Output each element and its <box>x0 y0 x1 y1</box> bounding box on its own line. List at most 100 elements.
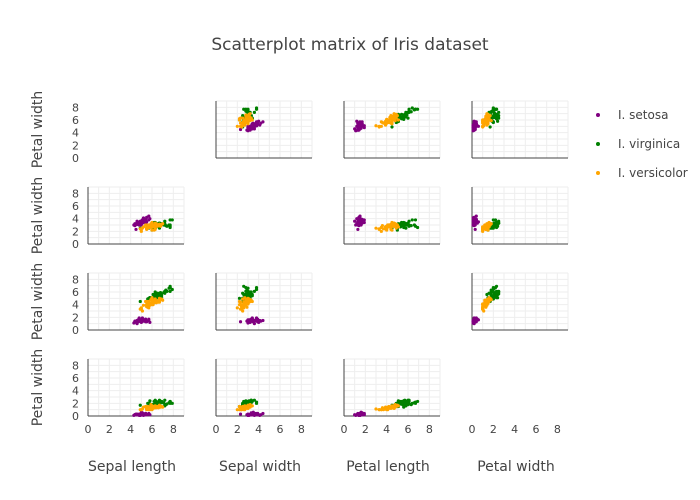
data-point-series-1 <box>147 317 151 321</box>
data-point-series-2 <box>410 401 414 405</box>
data-point-series-1 <box>142 413 147 417</box>
data-point-series-2 <box>497 292 501 296</box>
data-point-series-2 <box>165 402 169 406</box>
data-point-series-1 <box>472 319 476 323</box>
data-point-series-2 <box>168 399 172 404</box>
data-point-series-2 <box>494 220 499 225</box>
data-point-series-2 <box>165 224 169 228</box>
x-tick-label: 6 <box>533 423 540 436</box>
data-point-series-1 <box>357 127 361 131</box>
data-point-series-3 <box>482 124 486 128</box>
y-tick-label: 6 <box>72 200 79 213</box>
data-point-series-2 <box>244 109 248 113</box>
y-tick-label: 2 <box>72 225 79 238</box>
data-point-series-3 <box>374 407 378 411</box>
data-point-series-2 <box>494 284 499 288</box>
data-point-series-1 <box>472 127 476 131</box>
data-point-series-2 <box>254 287 259 292</box>
data-point-series-2 <box>413 224 418 228</box>
x-tick-label: 8 <box>426 423 433 436</box>
data-point-series-3 <box>141 303 146 307</box>
legend-marker <box>596 113 600 117</box>
data-point-series-3 <box>377 124 381 128</box>
data-point-series-2 <box>413 401 418 405</box>
data-point-series-3 <box>391 405 395 409</box>
x-tick-label: 4 <box>511 423 518 436</box>
data-point-series-1 <box>259 319 263 323</box>
data-point-series-1 <box>249 413 253 417</box>
data-point-series-3 <box>241 407 245 411</box>
data-point-series-2 <box>170 401 174 405</box>
data-point-series-1 <box>359 410 363 414</box>
data-point-series-2 <box>404 110 408 114</box>
data-point-series-2 <box>168 285 172 290</box>
data-point-series-3 <box>486 113 490 118</box>
data-point-series-2 <box>416 399 420 404</box>
data-point-series-1 <box>135 413 139 417</box>
data-point-series-2 <box>170 218 174 222</box>
panel-r1-c3 <box>344 100 441 158</box>
data-point-series-1 <box>139 319 143 323</box>
data-point-series-3 <box>381 227 386 231</box>
data-point-series-2 <box>400 117 404 121</box>
y-tick-label: 2 <box>72 139 79 152</box>
data-point-series-3 <box>484 302 488 306</box>
y-tick-label: 0 <box>72 410 79 423</box>
data-point-series-1 <box>259 121 263 125</box>
data-point-series-3 <box>484 224 488 228</box>
panel-r3-c1 <box>88 272 185 330</box>
data-point-series-3 <box>377 408 381 412</box>
data-point-series-3 <box>235 306 239 310</box>
data-point-series-3 <box>157 404 162 409</box>
data-point-series-1 <box>476 220 480 224</box>
data-point-series-1 <box>357 221 361 225</box>
y-tick-label: 6 <box>72 114 79 127</box>
data-point-series-1 <box>147 218 151 222</box>
y-axis-title: Petal width <box>30 349 46 427</box>
data-point-series-3 <box>157 222 162 226</box>
data-point-series-1 <box>357 413 361 417</box>
data-point-series-2 <box>410 106 414 110</box>
y-tick-label: 4 <box>72 385 79 398</box>
x-axis-title: Petal width <box>477 459 555 475</box>
data-point-series-2 <box>138 403 142 407</box>
y-tick-label: 8 <box>72 187 79 200</box>
x-axis-title: Sepal width <box>219 459 301 475</box>
data-point-series-3 <box>238 116 243 120</box>
grid-layer <box>88 100 569 416</box>
data-point-series-1 <box>362 124 366 128</box>
y-tick-label: 6 <box>72 372 79 385</box>
data-point-series-2 <box>250 399 254 404</box>
x-tick-label: 8 <box>170 423 177 436</box>
data-point-series-2 <box>494 113 499 118</box>
data-point-series-1 <box>473 227 477 232</box>
data-point-series-2 <box>152 294 156 298</box>
x-tick-label: 0 <box>85 423 92 436</box>
data-point-series-1 <box>145 215 149 219</box>
data-point-series-2 <box>496 119 500 123</box>
data-point-series-3 <box>482 226 486 230</box>
data-point-series-2 <box>494 223 499 227</box>
data-point-series-1 <box>238 320 243 324</box>
panel-r4-c2 <box>216 358 313 416</box>
legend-label: I. versicolor <box>618 166 688 180</box>
data-point-series-3 <box>390 220 394 225</box>
data-point-series-2 <box>402 405 406 409</box>
data-point-series-1 <box>472 218 476 223</box>
x-tick-label: 0 <box>213 423 220 436</box>
data-point-series-3 <box>482 309 486 313</box>
legend-label: I. setosa <box>618 108 668 122</box>
data-point-series-1 <box>249 319 253 323</box>
x-tick-label: 6 <box>405 423 412 436</box>
data-point-series-3 <box>241 124 245 128</box>
data-point-series-2 <box>407 402 411 406</box>
data-point-series-2 <box>157 399 162 404</box>
data-point-series-2 <box>170 287 174 292</box>
data-point-series-1 <box>356 227 360 232</box>
data-point-series-2 <box>494 107 499 111</box>
data-point-series-3 <box>244 406 248 410</box>
data-point-series-2 <box>402 225 406 230</box>
data-point-series-1 <box>142 318 147 323</box>
